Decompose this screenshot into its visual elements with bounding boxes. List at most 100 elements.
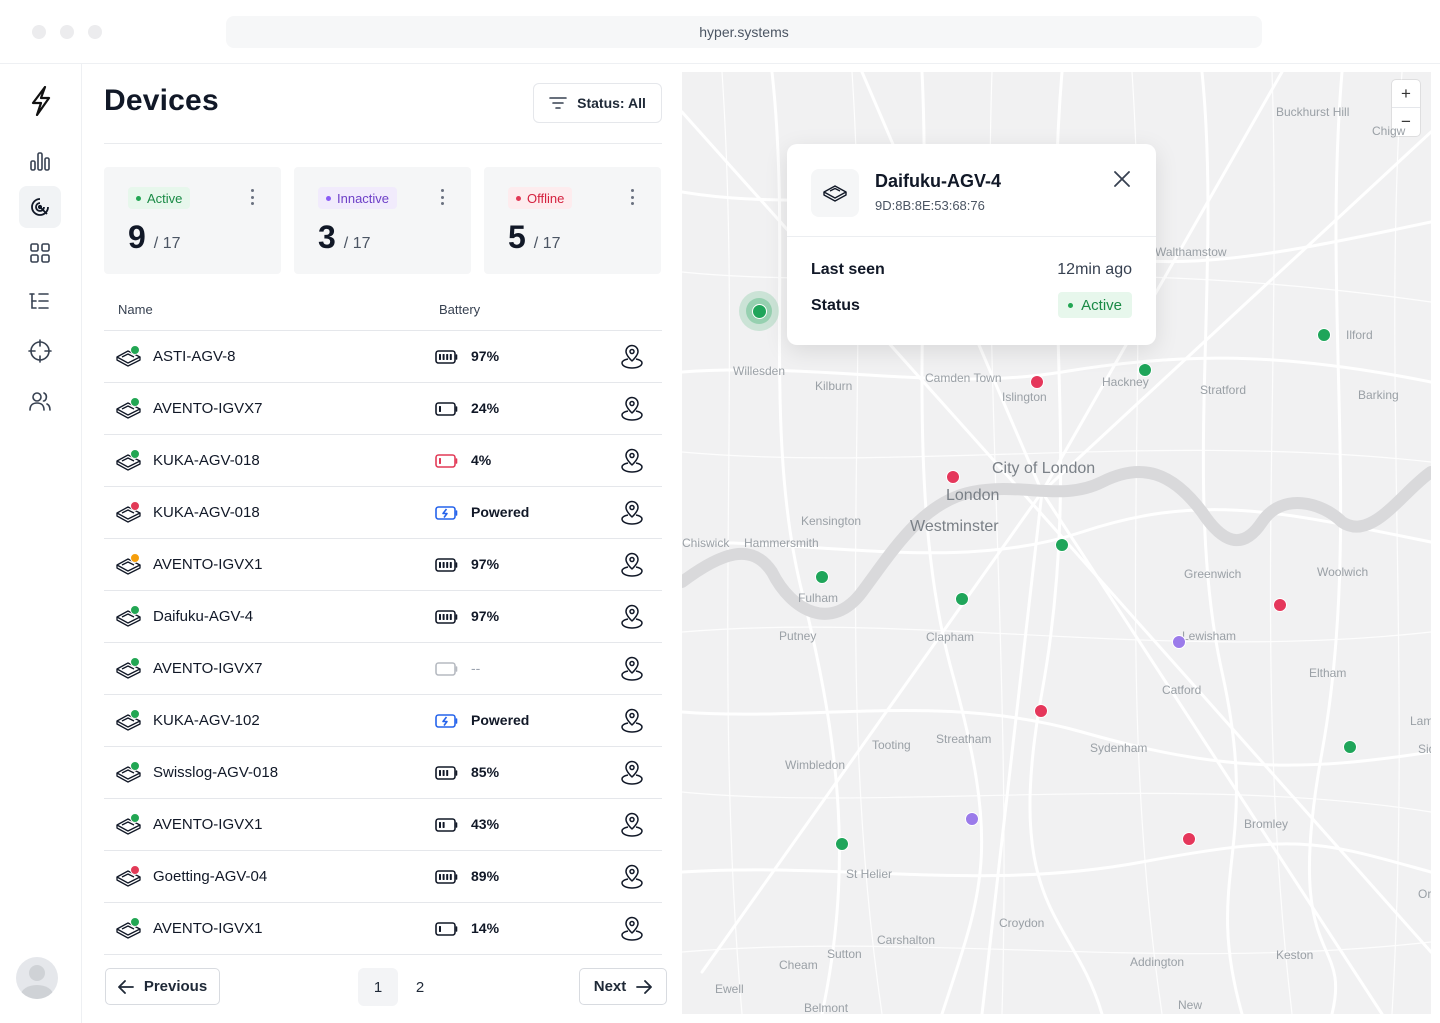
device-marker[interactable] (955, 592, 969, 606)
avatar-person-icon (21, 965, 53, 999)
map-label: Addington (1130, 955, 1185, 969)
user-avatar[interactable] (16, 957, 58, 999)
device-marker[interactable] (1182, 832, 1196, 846)
device-marker[interactable] (965, 812, 979, 826)
table-row[interactable]: KUKA-AGV-102 Powered (104, 695, 662, 747)
battery-icon (435, 660, 459, 678)
zoom-in-button[interactable]: + (1392, 80, 1420, 108)
locate-device-button[interactable] (618, 759, 646, 787)
minimize-window-dot[interactable] (60, 25, 74, 39)
close-window-dot[interactable] (32, 25, 46, 39)
device-marker[interactable] (835, 837, 849, 851)
column-header-name[interactable]: Name (118, 302, 153, 317)
device-marker[interactable] (1138, 363, 1152, 377)
device-marker[interactable] (1172, 635, 1186, 649)
badge-label: Innactive (337, 190, 390, 206)
locate-device-button[interactable] (618, 863, 646, 891)
table-row[interactable]: Daifuku-AGV-4 97% (104, 591, 662, 643)
locate-device-button[interactable] (618, 707, 646, 735)
devices-panel: Devices Status: All Active 9 / 17 Innact… (104, 64, 667, 1023)
previous-button[interactable]: Previous (105, 968, 220, 1005)
status-label: Status (811, 297, 860, 314)
device-name: AVENTO-IGVX7 (153, 400, 263, 417)
zoom-out-button[interactable]: − (1401, 112, 1411, 131)
locate-device-button[interactable] (618, 655, 646, 683)
agv-device-icon (116, 870, 141, 887)
table-row[interactable]: AVENTO-IGVX1 97% (104, 539, 662, 591)
status-filter-button[interactable]: Status: All (533, 83, 662, 123)
device-marker[interactable] (1273, 598, 1287, 612)
more-options-icon[interactable] (441, 189, 445, 205)
lightning-logo-icon[interactable] (28, 86, 54, 116)
table-row[interactable]: AVENTO-IGVX7 -- (104, 643, 662, 695)
table-row[interactable]: Goetting-AGV-04 89% (104, 851, 662, 903)
table-header: Name Battery (104, 291, 662, 331)
map-label: Chigw (1372, 124, 1406, 138)
device-name: KUKA-AGV-018 (153, 504, 260, 521)
battery-icon (435, 400, 459, 418)
device-marker-selected[interactable] (752, 304, 767, 319)
locate-device-button[interactable] (618, 915, 646, 943)
map-label: Putney (779, 629, 817, 643)
device-status-dot (130, 449, 140, 459)
map-label: Kilburn (815, 379, 853, 393)
map-label: Sidcu (1418, 742, 1431, 756)
arrow-left-icon (117, 979, 134, 994)
device-table-body: ASTI-AGV-8 97% AVENTO-IGVX7 24% KUKA-AGV-018… (104, 331, 662, 955)
maximize-window-dot[interactable] (88, 25, 102, 39)
table-row[interactable]: KUKA-AGV-018 Powered (104, 487, 662, 539)
more-options-icon[interactable] (251, 189, 255, 205)
device-marker[interactable] (946, 470, 960, 484)
device-marker[interactable] (1055, 538, 1069, 552)
map-label: Ewell (715, 982, 744, 996)
table-row[interactable]: AVENTO-IGVX1 43% (104, 799, 662, 851)
column-header-battery[interactable]: Battery (439, 302, 481, 317)
status-dot (1068, 302, 1074, 308)
agv-device-icon (116, 766, 141, 783)
device-marker[interactable] (1034, 704, 1048, 718)
close-popup-button[interactable] (1111, 168, 1133, 190)
device-marker[interactable] (1317, 328, 1331, 342)
table-row[interactable]: ASTI-AGV-8 97% (104, 331, 662, 383)
page-2[interactable]: 2 (415, 978, 425, 996)
url-bar[interactable]: hyper.systems (226, 16, 1262, 48)
table-row[interactable]: AVENTO-IGVX7 24% (104, 383, 662, 435)
grid-icon (30, 243, 50, 263)
device-name: Goetting-AGV-04 (153, 868, 268, 885)
table-row[interactable]: Swisslog-AGV-018 85% (104, 747, 662, 799)
battery-value: Powered (471, 504, 530, 520)
offline-badge: Offline (508, 187, 573, 209)
locate-device-button[interactable] (618, 343, 646, 371)
table-row[interactable]: KUKA-AGV-018 4% (104, 435, 662, 487)
locate-device-button[interactable] (618, 499, 646, 527)
nav-analytics[interactable] (19, 140, 61, 182)
nav-locate[interactable] (19, 330, 61, 372)
nav-dashboard[interactable] (19, 232, 61, 274)
badge-label: Offline (527, 190, 565, 206)
map-label: Clapham (926, 630, 975, 644)
locate-device-button[interactable] (618, 551, 646, 579)
map-label: Ilford (1346, 328, 1373, 342)
device-marker[interactable] (815, 570, 829, 584)
device-marker[interactable] (1030, 375, 1044, 389)
nav-tree[interactable] (19, 281, 61, 323)
map-label: Stratford (1200, 383, 1247, 397)
map-label: Tooting (872, 738, 911, 752)
locate-device-button[interactable] (618, 395, 646, 423)
nav-users[interactable] (19, 380, 61, 422)
map-pin-icon (621, 708, 643, 733)
page-1[interactable]: 1 (358, 968, 398, 1006)
nav-radar[interactable] (19, 186, 61, 228)
agv-device-icon (116, 506, 141, 523)
stat-card-inactive: Innactive 3 / 17 (294, 167, 471, 274)
next-button[interactable]: Next (579, 968, 667, 1005)
list-tree-icon (29, 293, 49, 309)
table-row[interactable]: AVENTO-IGVX1 14% (104, 903, 662, 955)
locate-device-button[interactable] (618, 811, 646, 839)
map-label: Hackney (1102, 375, 1149, 389)
device-marker[interactable] (1343, 740, 1357, 754)
locate-device-button[interactable] (618, 603, 646, 631)
locate-device-button[interactable] (618, 447, 646, 475)
battery-icon (435, 608, 459, 626)
more-options-icon[interactable] (631, 189, 635, 205)
